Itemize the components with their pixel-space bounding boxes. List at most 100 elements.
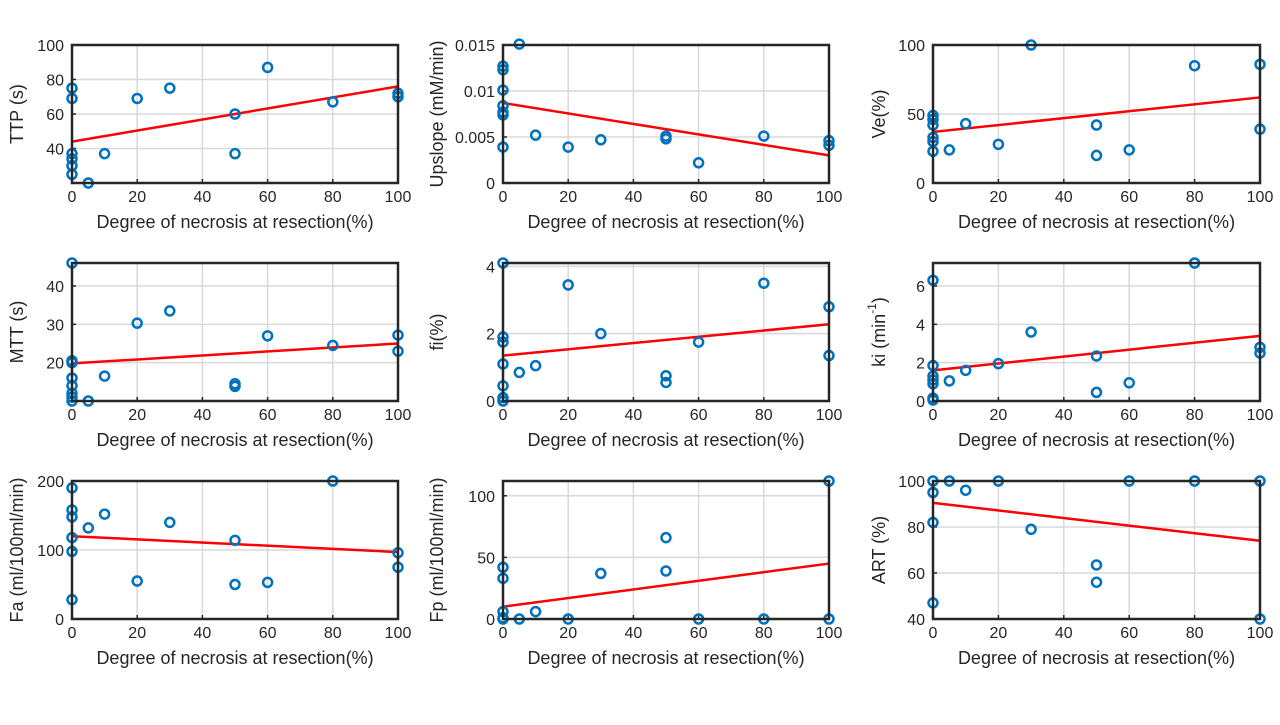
x-tick-label: 20	[128, 407, 146, 424]
data-point	[959, 117, 972, 130]
data-point	[131, 92, 143, 105]
y-axis-label: TTP (s)	[7, 84, 27, 144]
y-tick-label: 50	[477, 550, 495, 567]
x-tick-label: 40	[194, 625, 212, 642]
fit-line	[71, 342, 399, 365]
x-tick-label: 40	[1055, 189, 1073, 206]
x-tick-label: 0	[68, 625, 77, 642]
x-tick-label: 0	[929, 625, 938, 642]
axes-box	[501, 261, 831, 403]
x-tick-label: 100	[816, 407, 843, 424]
x-tick-label: 0	[499, 189, 508, 206]
x-tick-label: 20	[559, 407, 577, 424]
y-tick-label: 100	[37, 38, 64, 55]
axes-box	[501, 479, 831, 621]
x-tick-label: 100	[1247, 625, 1274, 642]
fit-line	[502, 323, 830, 357]
x-tick-label: 60	[1120, 407, 1138, 424]
data-point	[529, 605, 542, 618]
x-tick-label: 40	[625, 407, 643, 424]
x-tick-label: 20	[990, 625, 1008, 642]
x-tick-label: 0	[929, 407, 938, 424]
data-point	[562, 279, 574, 291]
y-tick-label: 4	[486, 259, 495, 276]
y-axis-label: Fp (ml/100ml/min)	[427, 477, 447, 622]
data-point	[261, 576, 274, 589]
x-tick-label: 100	[1247, 189, 1274, 206]
data-point	[959, 364, 972, 377]
data-point	[992, 357, 1005, 370]
axes-box	[70, 43, 400, 185]
x-tick-label: 60	[690, 625, 708, 642]
data-point	[1090, 350, 1103, 362]
y-tick-label: 60	[907, 566, 925, 583]
y-tick-label: 0.005	[455, 130, 495, 147]
axes-box	[501, 43, 831, 185]
data-point	[82, 522, 95, 534]
data-point	[131, 317, 143, 329]
subplot-upslope: 0 20 40 60 80 100 0 0.005 0.01 0.015 Degree of nec…	[427, 38, 843, 232]
data-point	[692, 336, 705, 348]
data-point	[229, 534, 241, 547]
y-tick-label: 40	[46, 279, 64, 296]
data-point	[327, 96, 339, 108]
x-tick-label: 60	[259, 407, 277, 424]
data-point	[595, 327, 607, 340]
x-tick-label: 80	[755, 625, 773, 642]
data-point	[229, 108, 241, 120]
y-axis-label: ART (%)	[869, 516, 889, 584]
y-axis-label-close: )	[869, 297, 889, 303]
x-axis-label: Degree of necrosis at resection(%)	[527, 430, 804, 450]
data-point	[1090, 386, 1103, 399]
y-tick-label: 0	[916, 394, 925, 411]
x-tick-label: 60	[690, 189, 708, 206]
data-point	[1090, 119, 1103, 131]
subplot-ttp: 0 20 40 60 80 100 40 60 80 100 Degree of necrosis …	[7, 38, 412, 232]
data-point	[992, 138, 1005, 151]
data-point	[562, 141, 574, 153]
y-axis-label: Upslope (mM/min)	[427, 40, 447, 187]
y-tick-label: 100	[898, 474, 925, 491]
y-tick-label: 30	[46, 317, 64, 334]
data-point	[513, 366, 526, 379]
data-point	[692, 157, 705, 169]
x-tick-label: 60	[1120, 625, 1138, 642]
data-point	[1090, 149, 1103, 162]
subplot-ki: 0 20 40 60 80 100 0 2 4 6 Degree of necrosis at re…	[865, 257, 1274, 450]
fit-line	[932, 96, 1261, 134]
data-point	[758, 130, 770, 142]
subplot-fa: 0 20 40 60 80 100 0 100 200 Degree of necrosis at…	[7, 474, 412, 668]
x-tick-label: 60	[690, 407, 708, 424]
x-tick-label: 80	[1186, 189, 1204, 206]
data-point	[529, 129, 542, 141]
x-tick-label: 0	[499, 625, 508, 642]
y-axis-label-superscript: -1	[865, 303, 879, 314]
x-tick-label: 80	[324, 189, 342, 206]
data-point	[1123, 377, 1135, 389]
x-tick-label: 40	[625, 189, 643, 206]
y-tick-label: 100	[468, 489, 495, 506]
data-point	[164, 516, 176, 529]
x-tick-label: 100	[1247, 407, 1274, 424]
x-tick-label: 0	[499, 407, 508, 424]
x-tick-label: 100	[816, 625, 843, 642]
y-tick-label: 0	[55, 612, 64, 629]
data-point	[327, 339, 339, 352]
x-axis-label: Degree of necrosis at resection(%)	[958, 648, 1235, 668]
x-tick-label: 60	[259, 625, 277, 642]
x-tick-label: 100	[385, 189, 412, 206]
subplot-fp: 0 20 40 60 80 100 0 50 100 Degree of necrosis at …	[427, 475, 843, 668]
x-tick-label: 100	[385, 625, 412, 642]
x-tick-label: 100	[816, 189, 843, 206]
data-point	[1188, 59, 1201, 72]
x-tick-label: 40	[194, 189, 212, 206]
y-axis-label: fi(%)	[427, 314, 447, 351]
x-tick-label: 40	[1055, 407, 1073, 424]
y-tick-label: 0	[486, 612, 495, 629]
y-tick-label: 4	[916, 317, 925, 334]
y-tick-label: 40	[46, 142, 64, 159]
axes-box	[931, 261, 1262, 403]
fit-line	[71, 85, 399, 143]
